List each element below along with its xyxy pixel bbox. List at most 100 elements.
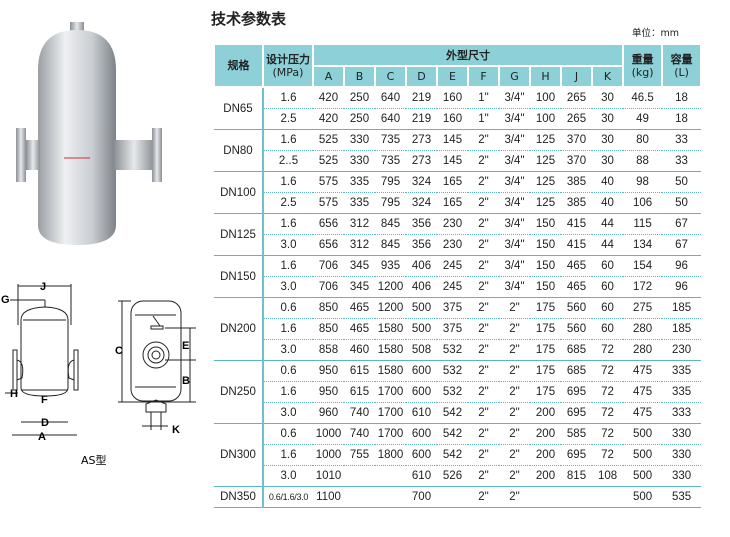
table-cell: 265 xyxy=(561,108,592,130)
label-k: K xyxy=(172,424,180,436)
table-cell: 3/4" xyxy=(499,87,530,109)
table-cell: 106 xyxy=(623,192,663,214)
table-cell: 610 xyxy=(406,402,437,424)
table-row: DN65 1.6 420 250 640 219 160 1" 3/4" 100 265 30 46.5… xyxy=(214,87,702,130)
header-dim-f: F xyxy=(467,65,500,88)
table-cell: 2" xyxy=(468,465,499,487)
table-cell: 145 xyxy=(437,150,468,172)
table-cell: 1200 xyxy=(375,297,406,319)
table-cell: 96 xyxy=(662,255,702,277)
table-cell: 60 xyxy=(592,255,624,277)
table-cell: 172 xyxy=(623,276,663,298)
table-cell: 150 xyxy=(530,234,561,256)
table-cell: 3/4" xyxy=(499,213,530,235)
table-cell: 72 xyxy=(592,444,624,466)
table-cell: 0.6 xyxy=(263,360,313,382)
table-cell: 165 xyxy=(437,192,468,214)
table-cell: 335 xyxy=(662,381,702,403)
table-cell: 265 xyxy=(561,87,592,109)
vessel-photo xyxy=(16,22,162,245)
table-cell: 134 xyxy=(623,234,663,256)
table-cell: 858 xyxy=(313,339,344,361)
label-a: A xyxy=(38,431,46,443)
table-cell: 100 xyxy=(530,87,561,109)
table-cell: 175 xyxy=(530,381,561,403)
table-cell xyxy=(437,486,468,508)
header-dim-c: C xyxy=(374,65,407,88)
spec-cell: DN80 xyxy=(214,129,264,172)
table-row: DN80 1.6 525 330 735 273 145 2" 3/4" 125 370 30 80 33 xyxy=(214,129,702,172)
table-row: 3.0 858 460 1580 508 532 2" 2" 175 685 72 280 230 xyxy=(214,339,702,361)
table-cell xyxy=(592,486,624,508)
table-cell: 160 xyxy=(437,87,468,109)
table-cell: 406 xyxy=(406,255,437,277)
table-cell: 2" xyxy=(499,402,530,424)
header-dims: 外型尺寸 xyxy=(311,43,625,67)
table-cell: 542 xyxy=(437,423,468,445)
unit-label: 单位：mm xyxy=(632,28,680,39)
header-dim-a: A xyxy=(312,65,345,88)
table-row: DN100 1.6 575 335 795 324 165 2" 3/4" 125 385 40 98 5… xyxy=(214,171,702,214)
table-cell: 2..5 xyxy=(263,150,313,172)
table-cell: 706 xyxy=(313,255,344,277)
table-cell: 615 xyxy=(344,381,375,403)
table-cell: 1.6 xyxy=(263,444,313,466)
table-cell: 60 xyxy=(592,276,624,298)
label-b: B xyxy=(182,375,190,387)
table-cell: 3/4" xyxy=(499,108,530,130)
table-cell: 125 xyxy=(530,129,561,151)
table-cell: 2" xyxy=(499,297,530,319)
table-cell: 2" xyxy=(468,486,499,508)
table-cell: 735 xyxy=(375,150,406,172)
table-cell: 30 xyxy=(592,108,624,130)
table-cell: 345 xyxy=(344,255,375,277)
table-cell: 80 xyxy=(623,129,663,151)
table-cell: 200 xyxy=(530,444,561,466)
table-cell: 2" xyxy=(468,129,499,151)
table-cell: 600 xyxy=(406,381,437,403)
table-cell: 1000 xyxy=(313,444,344,466)
table-row: 3.0 960 740 1700 610 542 2" 2" 200 695 72 475 333 xyxy=(214,402,702,424)
header-weight: 重量 (kg) xyxy=(622,43,664,88)
table-cell: 850 xyxy=(313,318,344,340)
table-cell: 330 xyxy=(344,129,375,151)
table-cell: 415 xyxy=(561,234,592,256)
table-cell: 1700 xyxy=(375,423,406,445)
table-cell: 60 xyxy=(592,318,624,340)
table-cell: 3.0 xyxy=(263,339,313,361)
table-cell: 160 xyxy=(437,108,468,130)
table-cell: 695 xyxy=(561,444,592,466)
header-dim-b: B xyxy=(343,65,376,88)
table-row: DN250 0.6 950 615 1580 600 532 2" 2" 175 685 72 475 3… xyxy=(214,360,702,424)
table-row: 2..5 525 330 735 273 145 2" 3/4" 125 370 30 88 33 xyxy=(214,150,702,172)
label-g: G xyxy=(1,294,10,306)
table-cell: 656 xyxy=(313,234,344,256)
table-cell: 960 xyxy=(313,402,344,424)
table-cell: 2" xyxy=(468,381,499,403)
table-cell: 740 xyxy=(344,402,375,424)
table-cell: 420 xyxy=(313,87,344,109)
table-cell: 656 xyxy=(313,213,344,235)
table-cell: 49 xyxy=(623,108,663,130)
spec-cell: DN250 xyxy=(214,360,264,424)
table-cell: 3/4" xyxy=(499,150,530,172)
header-volume: 容量 (L) xyxy=(661,43,703,88)
table-cell: 535 xyxy=(662,486,702,508)
table-cell: 640 xyxy=(375,87,406,109)
table-cell: 700 xyxy=(406,486,437,508)
table-cell: 2" xyxy=(499,444,530,466)
table-cell: 560 xyxy=(561,318,592,340)
table-cell: 500 xyxy=(623,465,663,487)
table-cell: 460 xyxy=(344,339,375,361)
table-cell: 532 xyxy=(437,339,468,361)
table-cell: 46.5 xyxy=(623,87,663,109)
separator-illustrations: J G H F D A C E B K AS型 xyxy=(1,22,196,467)
table-cell: 175 xyxy=(530,318,561,340)
table-cell: 950 xyxy=(313,381,344,403)
table-cell: 335 xyxy=(344,192,375,214)
table-cell: 500 xyxy=(406,297,437,319)
header-dim-h: H xyxy=(529,65,562,88)
table-cell: 370 xyxy=(561,150,592,172)
table-cell: 335 xyxy=(662,360,702,382)
table-cell: 115 xyxy=(623,213,663,235)
